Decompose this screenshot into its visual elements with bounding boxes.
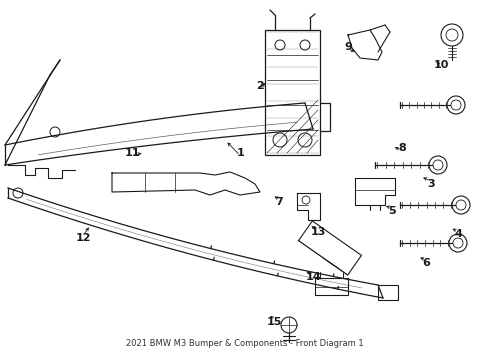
Circle shape [13, 188, 23, 198]
Text: 10: 10 [433, 60, 449, 70]
Circle shape [447, 96, 465, 114]
Text: 3: 3 [427, 179, 435, 189]
Text: 2: 2 [256, 81, 264, 91]
Circle shape [314, 120, 320, 126]
Circle shape [456, 200, 466, 210]
Circle shape [281, 317, 297, 333]
Circle shape [453, 238, 463, 248]
Circle shape [300, 40, 310, 50]
Text: 5: 5 [388, 206, 396, 216]
Polygon shape [315, 278, 348, 295]
Text: 14: 14 [306, 272, 321, 282]
Text: 13: 13 [311, 227, 326, 237]
Text: 2021 BMW M3 Bumper & Components - Front Diagram 1: 2021 BMW M3 Bumper & Components - Front … [126, 339, 364, 348]
Polygon shape [265, 30, 320, 155]
Text: 11: 11 [124, 148, 140, 158]
Circle shape [314, 108, 320, 114]
Circle shape [275, 40, 285, 50]
Circle shape [452, 196, 470, 214]
Text: 12: 12 [75, 233, 91, 243]
Polygon shape [378, 285, 398, 300]
Circle shape [441, 24, 463, 46]
Text: 7: 7 [275, 197, 283, 207]
Text: 8: 8 [398, 143, 406, 153]
Text: 15: 15 [267, 317, 282, 327]
Circle shape [50, 127, 60, 137]
Circle shape [429, 156, 447, 174]
Circle shape [273, 133, 287, 147]
Circle shape [446, 29, 458, 41]
Text: 6: 6 [422, 258, 430, 268]
Circle shape [433, 160, 443, 170]
Text: 4: 4 [454, 229, 462, 239]
Polygon shape [305, 103, 330, 131]
Circle shape [451, 100, 461, 110]
Circle shape [302, 196, 310, 204]
Circle shape [298, 133, 312, 147]
Text: 9: 9 [344, 42, 352, 52]
Circle shape [449, 234, 467, 252]
Text: 1: 1 [236, 148, 244, 158]
